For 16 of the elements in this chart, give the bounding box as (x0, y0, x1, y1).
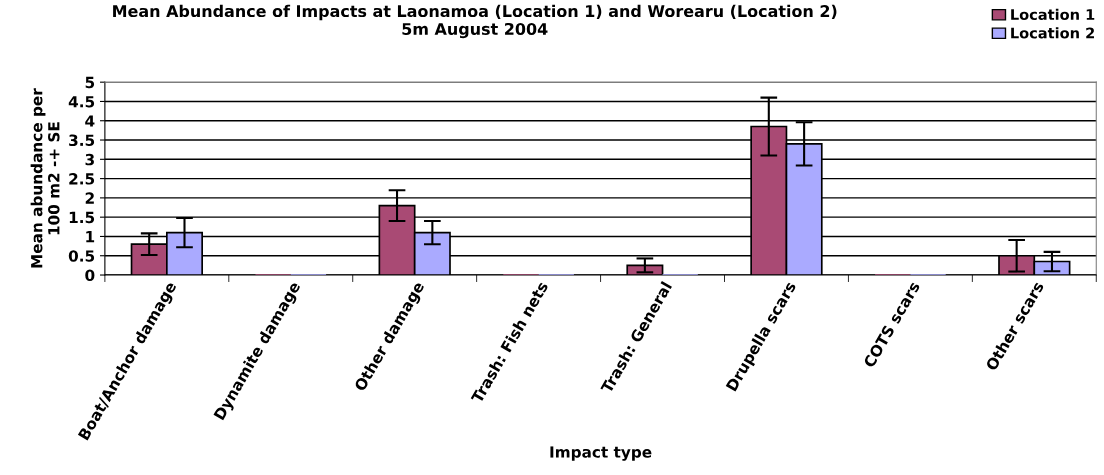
y-axis-title: Mean abundance per 100 m2 -+ SE (30, 88, 60, 268)
y-tick-label: 3.5 (69, 134, 95, 147)
legend-label: Location 1 (1011, 8, 1095, 21)
y-tick-label: 0.5 (68, 250, 95, 262)
y-tick-label: 0 (85, 269, 95, 282)
x-axis-title: Impact type (550, 446, 652, 461)
y-tick-label: 5 (85, 76, 95, 89)
y-tick-label: 1 (86, 231, 95, 243)
y-tick-label: 4.5 (68, 96, 95, 108)
legend-label: Location 2 (1011, 27, 1094, 39)
y-tick-label: 2 (85, 192, 94, 204)
chart-title: Mean Abundance of Impacts at Laonamoa (Location 1) and Worearu (Location 2) 5m August 2004 (113, 4, 837, 39)
y-tick-label: 4 (85, 115, 95, 127)
y-tick-label: 3 (85, 153, 94, 166)
y-tick-label: 2.5 (69, 173, 95, 185)
y-tick-label: 1.5 (69, 211, 95, 224)
